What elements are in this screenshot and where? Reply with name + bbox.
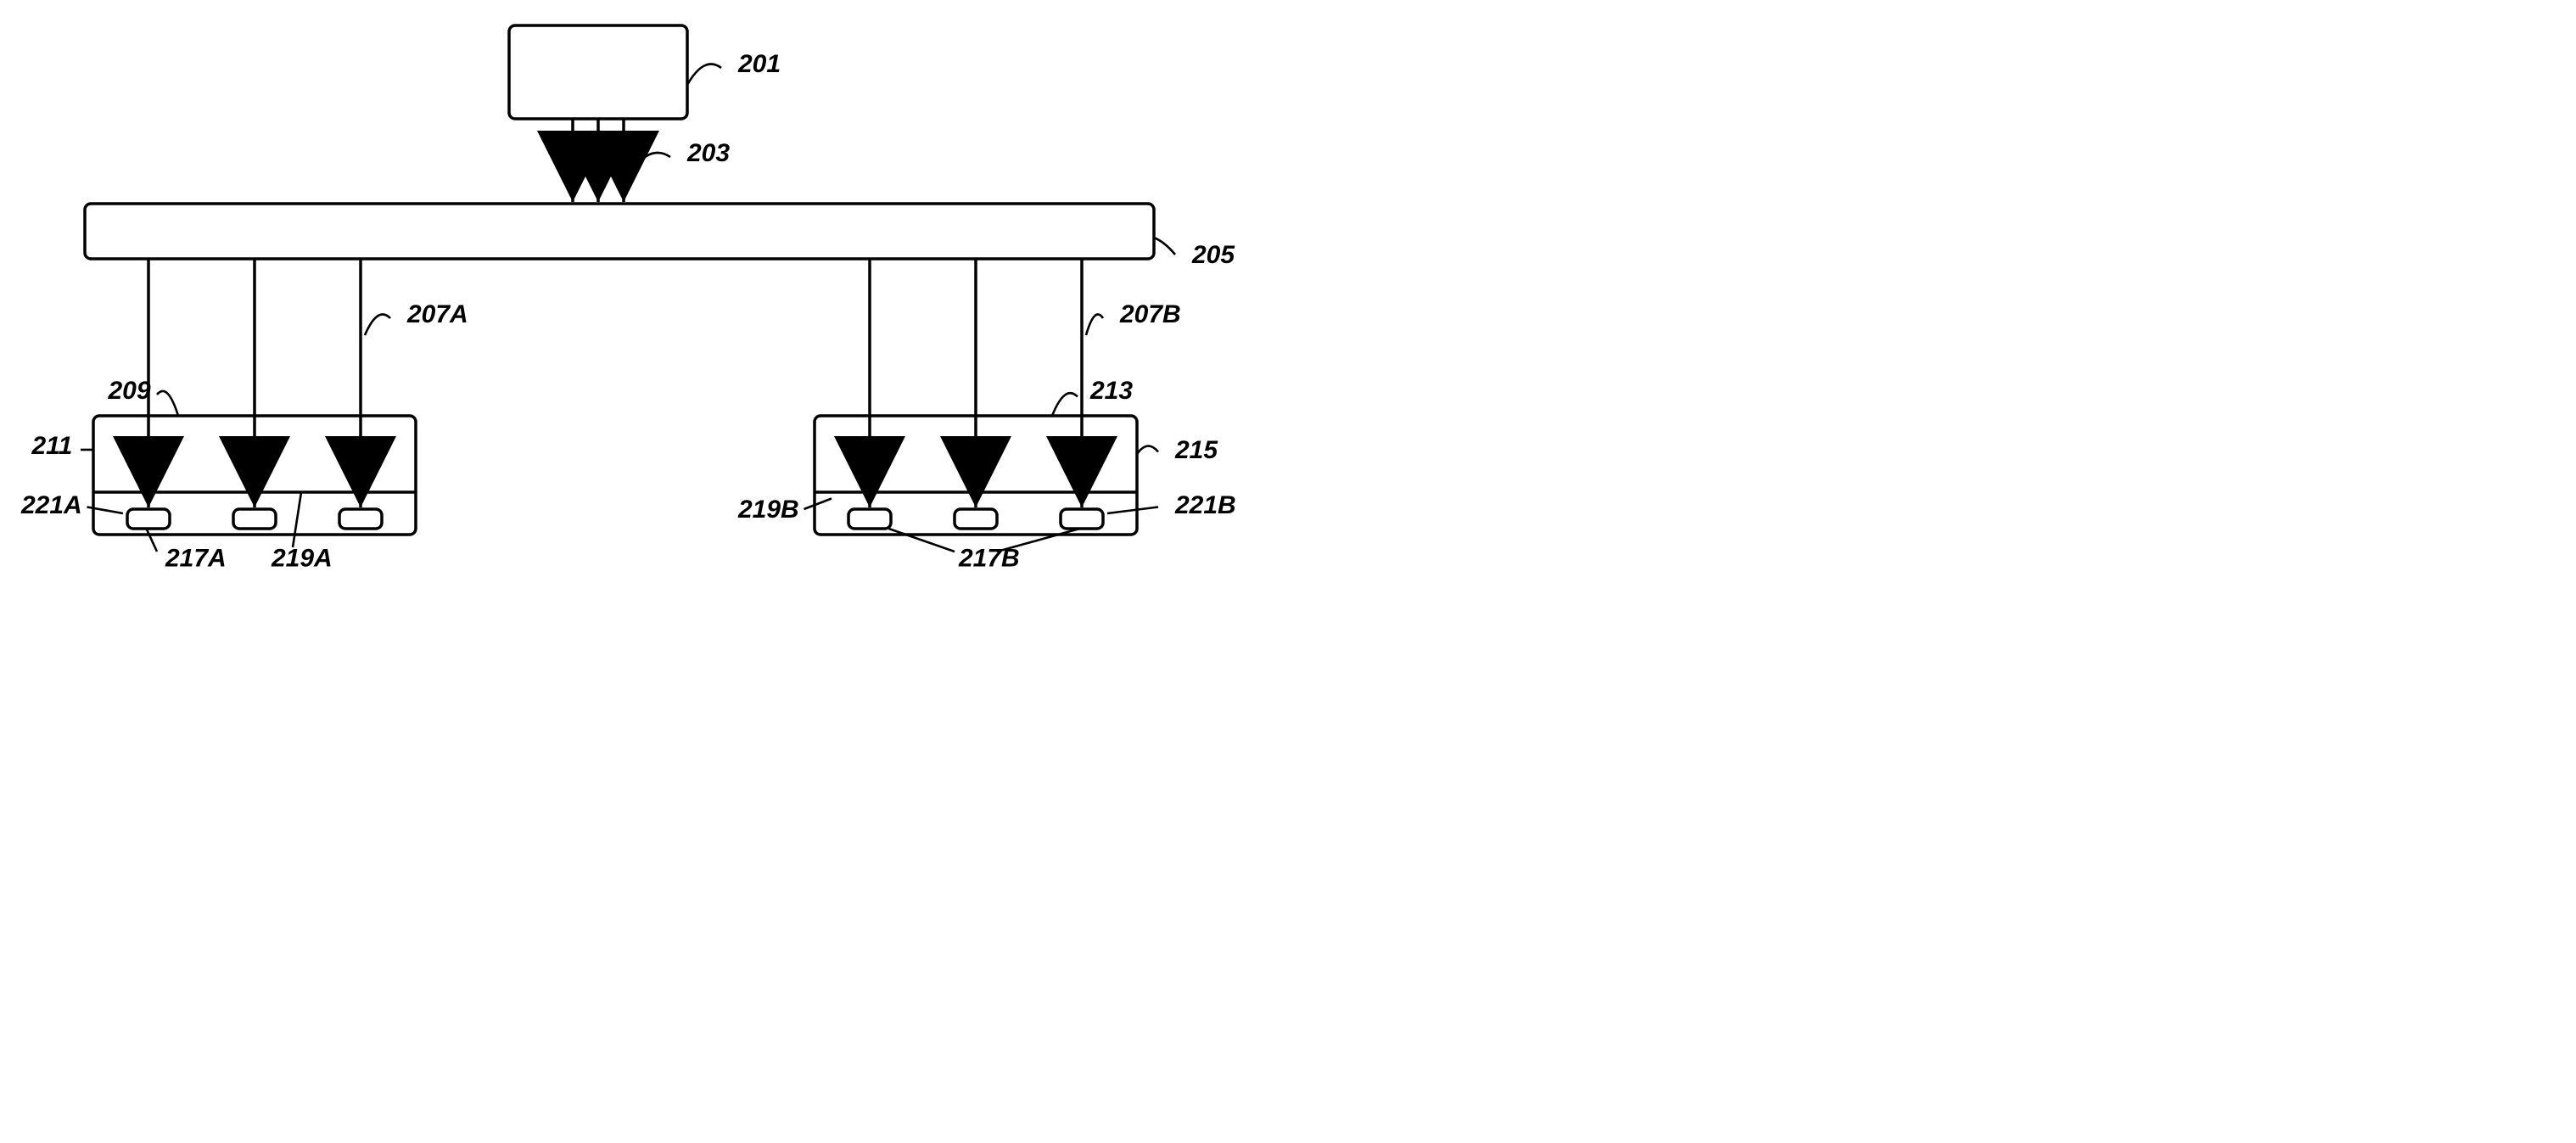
label-221B: 221B (1174, 491, 1236, 519)
label-205: 205 (1191, 241, 1235, 269)
leader (157, 391, 178, 416)
small-box-left (127, 509, 170, 529)
leader (1107, 507, 1158, 514)
leader (632, 153, 670, 170)
label-207A: 207A (406, 300, 468, 328)
label-219B: 219B (737, 496, 799, 524)
small-box-right (955, 509, 997, 529)
leader (1052, 393, 1078, 416)
leader (1086, 315, 1103, 336)
leader (889, 529, 955, 552)
small-box-left (233, 509, 276, 529)
leader (804, 499, 832, 510)
label-211: 211 (31, 432, 73, 460)
leader (293, 492, 301, 547)
label-209: 209 (108, 377, 151, 405)
leader (365, 315, 390, 336)
diagram-canvas: 201203205209211213215207A207B217A217B219… (0, 0, 1288, 572)
label-213: 213 (1089, 377, 1133, 405)
label-217A: 217A (165, 545, 227, 572)
leader (1154, 238, 1175, 255)
leader (1137, 446, 1158, 454)
label-201: 201 (737, 50, 781, 78)
label-215: 215 (1174, 436, 1218, 464)
label-203: 203 (686, 139, 730, 167)
label-221A: 221A (20, 491, 82, 519)
small-box-right (848, 509, 891, 529)
small-box-left (339, 509, 382, 529)
wide-box (85, 204, 1154, 259)
small-box-right (1061, 509, 1103, 529)
leader (687, 64, 721, 86)
label-207B: 207B (1119, 300, 1181, 328)
label-219A: 219A (271, 545, 333, 572)
top-box (509, 25, 687, 119)
leader (147, 529, 158, 552)
leader (997, 529, 1080, 552)
